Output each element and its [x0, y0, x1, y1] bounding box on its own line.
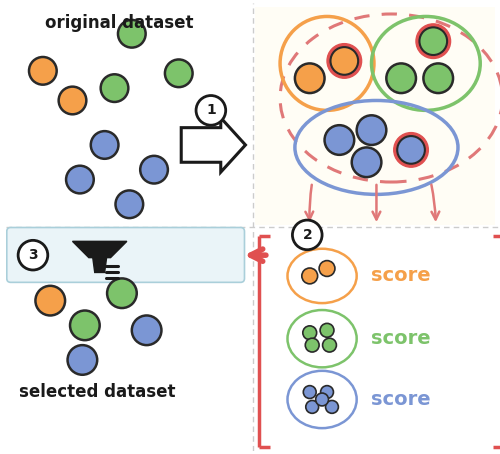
Circle shape: [416, 24, 450, 59]
Circle shape: [424, 64, 453, 93]
Circle shape: [70, 311, 100, 340]
FancyBboxPatch shape: [256, 6, 495, 225]
Circle shape: [394, 133, 428, 167]
Circle shape: [165, 59, 192, 87]
Text: selected dataset: selected dataset: [19, 383, 176, 401]
Polygon shape: [72, 242, 127, 257]
Circle shape: [18, 240, 48, 270]
Circle shape: [386, 64, 416, 93]
Circle shape: [306, 338, 319, 352]
Circle shape: [420, 27, 447, 55]
Circle shape: [397, 136, 425, 164]
Circle shape: [295, 64, 324, 93]
Circle shape: [320, 385, 334, 399]
Circle shape: [316, 393, 328, 406]
Polygon shape: [93, 257, 106, 272]
FancyBboxPatch shape: [7, 227, 244, 282]
Circle shape: [66, 166, 94, 193]
Text: 3: 3: [28, 248, 38, 262]
Circle shape: [118, 20, 146, 48]
Text: 1: 1: [206, 104, 216, 118]
Circle shape: [196, 95, 226, 125]
Circle shape: [356, 115, 386, 145]
Circle shape: [58, 87, 86, 114]
Circle shape: [302, 268, 318, 284]
Circle shape: [319, 261, 335, 276]
Circle shape: [68, 345, 97, 375]
Text: original dataset: original dataset: [45, 14, 194, 32]
Circle shape: [292, 220, 322, 250]
Circle shape: [330, 47, 358, 75]
Circle shape: [306, 400, 318, 413]
Text: score: score: [372, 329, 431, 348]
Circle shape: [303, 326, 316, 340]
Circle shape: [36, 286, 65, 316]
Circle shape: [352, 148, 382, 177]
Circle shape: [320, 323, 334, 337]
Circle shape: [322, 338, 336, 352]
Circle shape: [326, 400, 338, 413]
Circle shape: [324, 125, 354, 155]
Circle shape: [304, 385, 316, 399]
Text: 2: 2: [302, 228, 312, 242]
Text: score: score: [372, 266, 431, 286]
Circle shape: [91, 131, 118, 159]
Circle shape: [107, 278, 136, 308]
Circle shape: [140, 156, 168, 183]
Circle shape: [100, 74, 128, 102]
Polygon shape: [181, 118, 246, 172]
Circle shape: [327, 44, 362, 78]
Circle shape: [116, 190, 143, 218]
Circle shape: [29, 57, 56, 84]
Circle shape: [132, 316, 162, 345]
Text: score: score: [372, 390, 431, 409]
